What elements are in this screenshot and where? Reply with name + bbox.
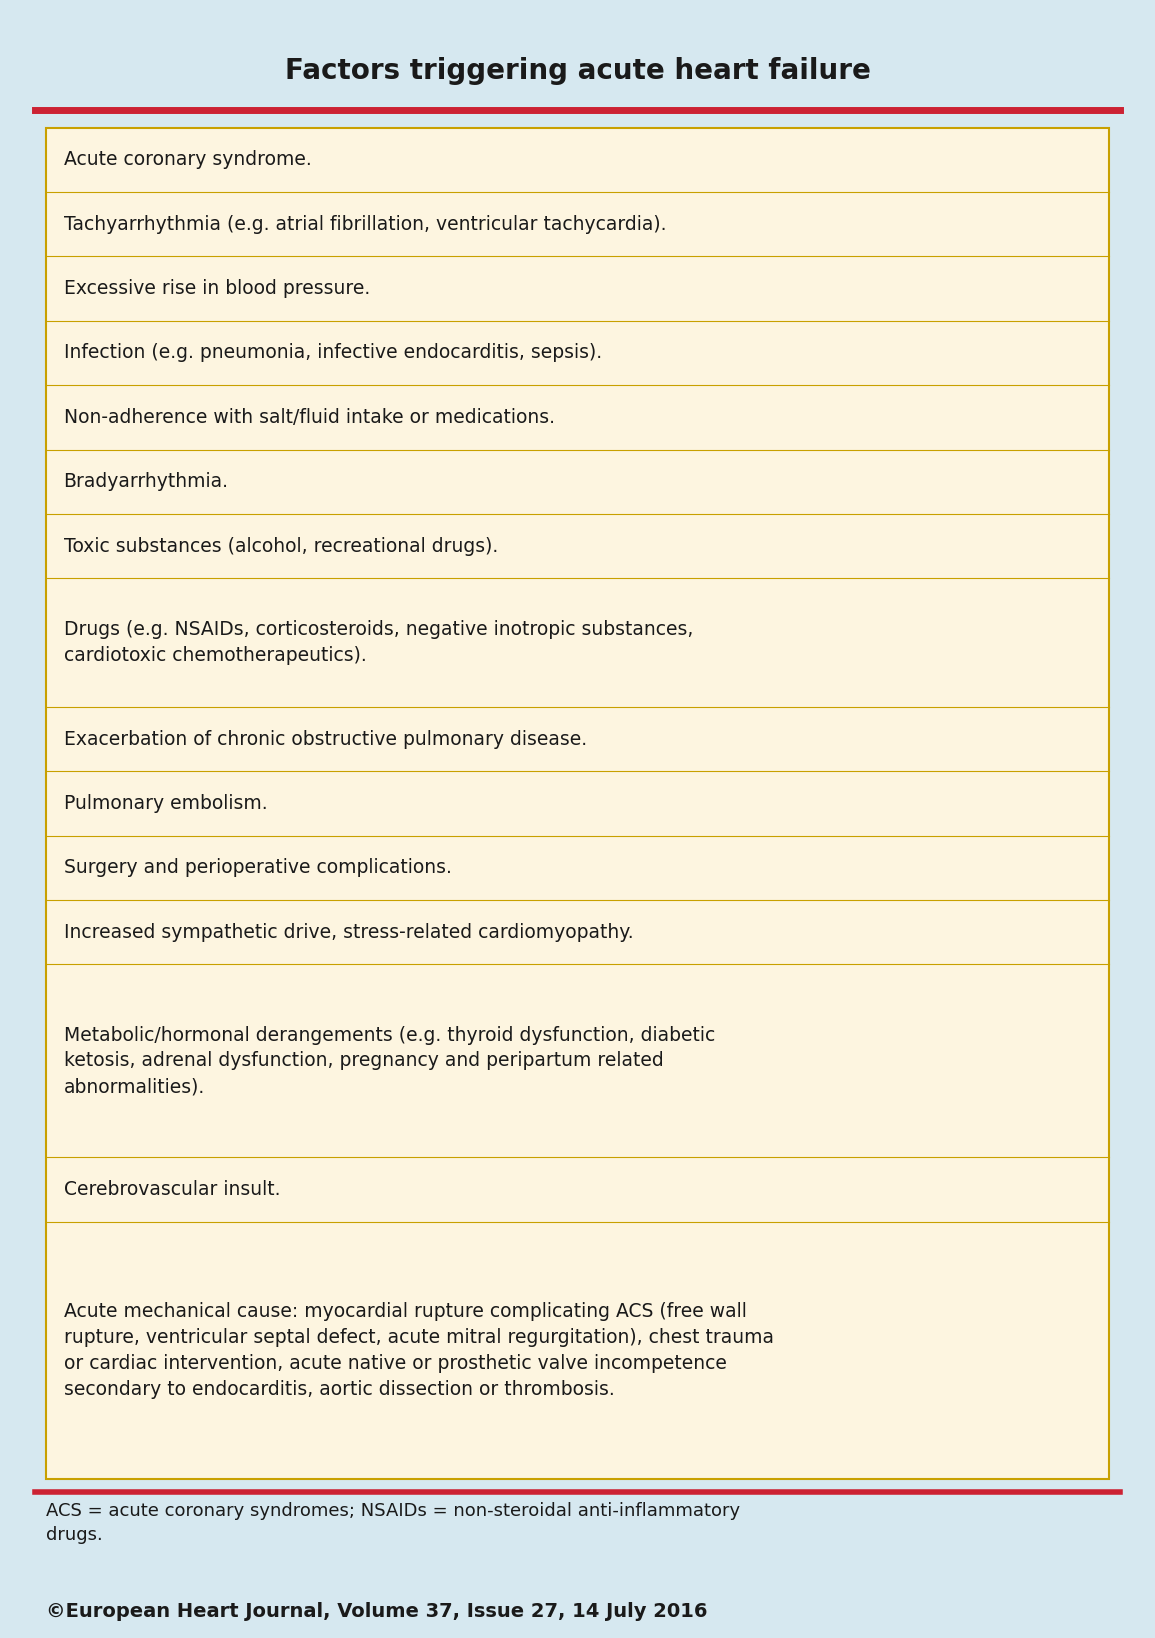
Text: Drugs (e.g. NSAIDs, corticosteroids, negative inotropic substances,
cardiotoxic : Drugs (e.g. NSAIDs, corticosteroids, neg… xyxy=(64,621,693,665)
FancyBboxPatch shape xyxy=(46,128,1109,1479)
Text: Infection (e.g. pneumonia, infective endocarditis, sepsis).: Infection (e.g. pneumonia, infective end… xyxy=(64,344,602,362)
Text: Acute mechanical cause: myocardial rupture complicating ACS (free wall
rupture, : Acute mechanical cause: myocardial ruptu… xyxy=(64,1302,774,1399)
Text: ©European Heart Journal, Volume 37, Issue 27, 14 July 2016: ©European Heart Journal, Volume 37, Issu… xyxy=(46,1602,708,1622)
Text: Bradyarrhythmia.: Bradyarrhythmia. xyxy=(64,472,229,491)
Text: Cerebrovascular insult.: Cerebrovascular insult. xyxy=(64,1179,280,1199)
Text: Increased sympathetic drive, stress-related cardiomyopathy.: Increased sympathetic drive, stress-rela… xyxy=(64,922,633,942)
Text: Tachyarrhythmia (e.g. atrial fibrillation, ventricular tachycardia).: Tachyarrhythmia (e.g. atrial fibrillatio… xyxy=(64,215,666,234)
Text: Surgery and perioperative complications.: Surgery and perioperative complications. xyxy=(64,858,452,878)
Text: Metabolic/hormonal derangements (e.g. thyroid dysfunction, diabetic
ketosis, adr: Metabolic/hormonal derangements (e.g. th… xyxy=(64,1025,715,1096)
Text: Exacerbation of chronic obstructive pulmonary disease.: Exacerbation of chronic obstructive pulm… xyxy=(64,729,587,749)
Text: Toxic substances (alcohol, recreational drugs).: Toxic substances (alcohol, recreational … xyxy=(64,537,498,555)
Text: Factors triggering acute heart failure: Factors triggering acute heart failure xyxy=(284,57,871,85)
Text: Excessive rise in blood pressure.: Excessive rise in blood pressure. xyxy=(64,278,370,298)
Text: Pulmonary embolism.: Pulmonary embolism. xyxy=(64,794,267,812)
Text: Acute coronary syndrome.: Acute coronary syndrome. xyxy=(64,151,312,169)
Text: Non-adherence with salt/fluid intake or medications.: Non-adherence with salt/fluid intake or … xyxy=(64,408,554,428)
Text: ACS = acute coronary syndromes; NSAIDs = non-steroidal anti-inflammatory
drugs.: ACS = acute coronary syndromes; NSAIDs =… xyxy=(46,1502,740,1543)
